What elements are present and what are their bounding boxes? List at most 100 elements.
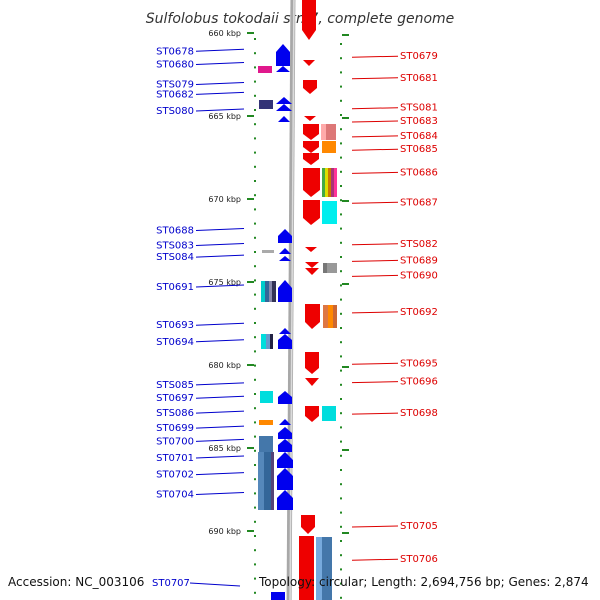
gene-st0685[interactable]: [303, 153, 319, 165]
leader-line-sts086: [195, 410, 245, 414]
gene-st0693[interactable]: [279, 328, 291, 334]
gene-label-st0688[interactable]: ST0688: [156, 226, 194, 237]
gene-st0692[interactable]: [305, 304, 320, 329]
gene-label-st0693[interactable]: ST0693: [156, 320, 194, 331]
gene-st0702[interactable]: [277, 468, 293, 490]
gene-st0699[interactable]: [278, 427, 292, 439]
scale-tick-right-690: [342, 532, 349, 534]
gene-sts081[interactable]: [304, 116, 316, 121]
leader-line-st0681: [351, 77, 399, 80]
gene-label-st0687[interactable]: ST0687: [400, 197, 438, 208]
gene-st0705[interactable]: [301, 515, 315, 534]
gene-label-st0689[interactable]: ST0689: [400, 255, 438, 266]
leader-line-st0705: [351, 525, 399, 528]
gene-label-st0698[interactable]: ST0698: [400, 408, 438, 419]
gene-sts082[interactable]: [305, 247, 317, 252]
leader-line-st0698: [351, 412, 399, 415]
gene-label-st0706[interactable]: ST0706: [400, 554, 438, 565]
gene-label-st0694[interactable]: ST0694: [156, 337, 194, 348]
gene-st0687[interactable]: [303, 200, 320, 225]
gene-label-st0691[interactable]: ST0691: [156, 282, 194, 293]
gene-st0683[interactable]: [303, 124, 319, 140]
leader-line-st0702: [195, 472, 245, 476]
gene-st0696[interactable]: [305, 378, 319, 386]
gene-st0695[interactable]: [305, 352, 319, 374]
leader-line-st0701: [195, 455, 245, 459]
gene-top-partial[interactable]: [302, 0, 316, 30]
leader-line-st0693: [195, 322, 245, 326]
gene-label-st0707[interactable]: ST0707: [152, 578, 190, 589]
leader-line-st0689: [351, 259, 399, 262]
gene-label-st0705[interactable]: ST0705: [400, 521, 438, 532]
gene-sts083[interactable]: [279, 248, 291, 254]
gene-st0681[interactable]: [303, 80, 317, 94]
gene-st0679[interactable]: [303, 60, 315, 66]
gene-st0680[interactable]: [276, 66, 290, 72]
gene-label-st0678[interactable]: ST0678: [156, 46, 194, 57]
gene-st0684[interactable]: [303, 141, 319, 153]
gene-st0697[interactable]: [278, 391, 292, 404]
gene-label-st0699[interactable]: ST0699: [156, 423, 194, 434]
gene-sts080[interactable]: [278, 116, 290, 122]
leader-line-sts085: [195, 382, 245, 386]
gene-label-st0690[interactable]: ST0690: [400, 270, 438, 281]
gene-label-st0695[interactable]: ST0695: [400, 358, 438, 369]
gene-label-st0704[interactable]: ST0704: [156, 490, 194, 501]
gene-sts079[interactable]: [276, 97, 292, 104]
scale-tick-675: [247, 281, 254, 283]
gene-label-sts084[interactable]: STS084: [156, 252, 194, 263]
gene-top-partial-tip[interactable]: [302, 30, 316, 40]
gene-st0690[interactable]: [305, 268, 319, 275]
gene-label-sts086[interactable]: STS086: [156, 408, 194, 419]
gene-label-st0681[interactable]: ST0681: [400, 73, 438, 84]
leader-line-sts082: [351, 243, 399, 246]
gene-sts084[interactable]: [279, 256, 291, 261]
accession-label: Accession: NC_003106: [8, 575, 144, 589]
gene-label-sts085[interactable]: STS085: [156, 380, 194, 391]
leader-line-st0695: [351, 362, 399, 365]
leader-line-st0694: [195, 339, 245, 343]
gene-label-st0682[interactable]: ST0682: [156, 89, 194, 100]
gene-st0704[interactable]: [277, 490, 293, 510]
gene-label-st0684[interactable]: ST0684: [400, 131, 438, 142]
gene-st0691[interactable]: [278, 280, 292, 302]
gene-st0694[interactable]: [278, 334, 292, 349]
gene-st0682[interactable]: [276, 104, 292, 111]
leader-line-st0682: [195, 91, 245, 95]
gene-label-st0679[interactable]: ST0679: [400, 51, 438, 62]
gene-labels-right: ST0679 ST0681 STS081 ST0683 ST0684 ST0685 ST06…: [351, 51, 438, 565]
gene-label-sts079[interactable]: STS079: [156, 80, 194, 91]
gene-label-st0700[interactable]: ST0700: [156, 436, 194, 447]
gene-st0698[interactable]: [305, 406, 319, 422]
gene-st0689[interactable]: [305, 262, 319, 268]
gene-st0678[interactable]: [276, 44, 290, 66]
gene-st0706[interactable]: [299, 536, 314, 600]
gene-label-sts081[interactable]: STS081: [400, 103, 438, 114]
scale-tick-right-665: [342, 117, 349, 119]
gene-sts086[interactable]: [279, 419, 291, 425]
gene-label-st0696[interactable]: ST0696: [400, 377, 438, 388]
gene-st0688[interactable]: [278, 229, 292, 243]
gene-label-st0692[interactable]: ST0692: [400, 307, 438, 318]
gene-label-st0701[interactable]: ST0701: [156, 453, 194, 464]
gene-label-st0702[interactable]: ST0702: [156, 470, 194, 481]
scale-tick-right-660: [342, 34, 349, 36]
gene-label-st0697[interactable]: ST0697: [156, 393, 194, 404]
gene-st0701[interactable]: [277, 452, 293, 468]
leader-line-st0692: [351, 311, 399, 314]
scale-tick-660: [247, 32, 254, 34]
scale-tick-670: [247, 198, 254, 200]
minus-strand-genes: [299, 0, 320, 600]
gene-label-st0685[interactable]: ST0685: [400, 144, 438, 155]
gene-st0686[interactable]: [303, 168, 320, 197]
gene-label-sts083[interactable]: STS083: [156, 241, 194, 252]
gene-label-sts082[interactable]: STS082: [400, 239, 438, 250]
scale-label-690: 690 kbp: [208, 527, 241, 536]
gene-label-st0683[interactable]: ST0683: [400, 116, 438, 127]
gene-label-st0686[interactable]: ST0686: [400, 167, 438, 178]
leader-line-st0690: [351, 274, 399, 277]
gene-label-st0680[interactable]: ST0680: [156, 60, 194, 71]
gene-st0700[interactable]: [278, 439, 292, 452]
gene-st0707[interactable]: [271, 592, 285, 600]
gene-label-sts080[interactable]: STS080: [156, 106, 194, 117]
